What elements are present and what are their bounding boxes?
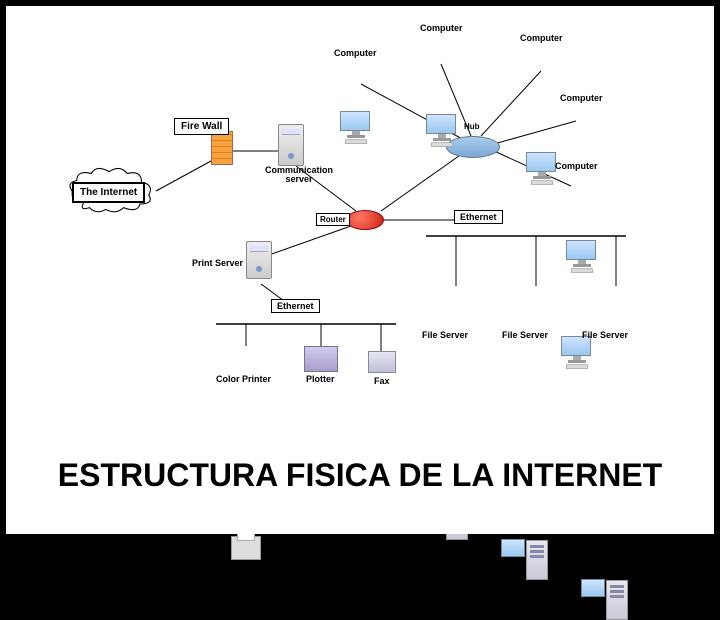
fileserver-3 bbox=[606, 580, 628, 620]
computer-5-label: Computer bbox=[555, 161, 598, 171]
internet-cloud: The Internet bbox=[66, 166, 156, 216]
computer-3 bbox=[526, 152, 558, 180]
fileserver-1-label: File Server bbox=[422, 330, 468, 340]
computer-2 bbox=[426, 114, 458, 142]
printserver-label: Print Server bbox=[192, 258, 243, 268]
ethernet-1-label: Ethernet bbox=[454, 212, 503, 222]
computer-2-label: Computer bbox=[420, 23, 463, 33]
tower-icon bbox=[278, 124, 304, 166]
computer-5 bbox=[561, 336, 593, 364]
title-bar: ESTRUCTURA FISICA DE LA INTERNET bbox=[6, 416, 714, 534]
fax-node bbox=[368, 351, 396, 373]
printserver-node bbox=[246, 241, 272, 279]
fax-label: Fax bbox=[374, 376, 390, 386]
tower-icon bbox=[246, 241, 272, 279]
plotter-label: Plotter bbox=[306, 374, 335, 384]
network-diagram: The Internet Fire Wall Communication ser… bbox=[6, 6, 714, 416]
firewall-label: Fire Wall bbox=[174, 118, 229, 135]
router-node bbox=[346, 210, 384, 230]
computer-3-label: Computer bbox=[520, 33, 563, 43]
fileserver-3-label: File Server bbox=[582, 330, 628, 340]
firewall-node bbox=[211, 131, 233, 165]
computer-1-label: Computer bbox=[334, 48, 377, 58]
page-title: ESTRUCTURA FISICA DE LA INTERNET bbox=[58, 457, 662, 494]
router-label: Router bbox=[316, 213, 350, 226]
ethernet-2-label: Ethernet bbox=[271, 301, 320, 311]
commserver-node bbox=[278, 124, 304, 166]
commserver-label: Communication server bbox=[254, 166, 344, 185]
internet-label: The Internet bbox=[72, 182, 145, 203]
hub-label: Hub bbox=[464, 122, 480, 131]
colorprinter-label: Color Printer bbox=[216, 374, 271, 384]
firewall-icon bbox=[211, 131, 233, 165]
fileserver-2 bbox=[526, 540, 548, 580]
computer-1 bbox=[340, 111, 372, 139]
router-icon bbox=[346, 210, 384, 230]
computer-4 bbox=[566, 240, 598, 268]
computer-4-label: Computer bbox=[560, 93, 603, 103]
fileserver-2-label: File Server bbox=[502, 330, 548, 340]
plotter-node bbox=[304, 346, 338, 372]
